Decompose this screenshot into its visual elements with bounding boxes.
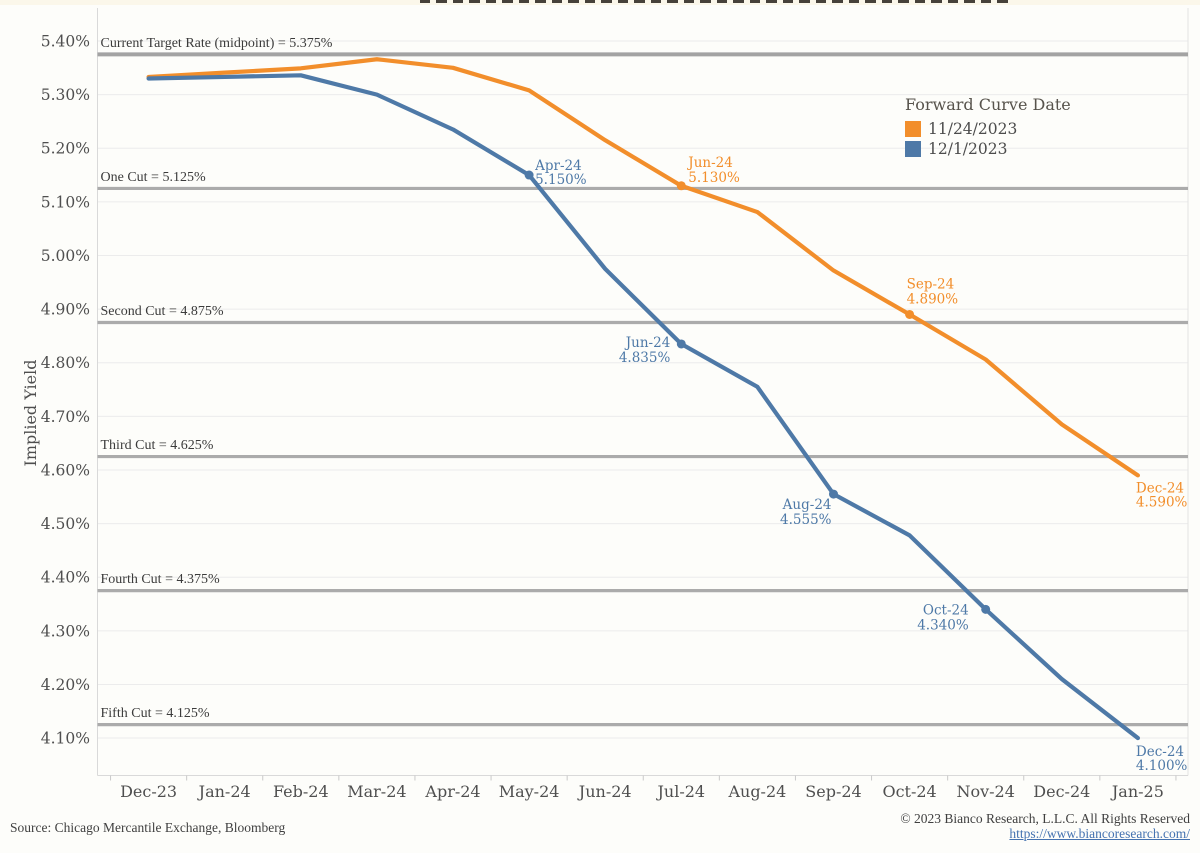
- y-tick-label: 4.50%: [41, 515, 90, 533]
- y-tick-label: 5.30%: [41, 86, 90, 104]
- annotation-value: 5.130%: [688, 170, 740, 186]
- copyright-block: © 2023 Bianco Research, L.L.C. All Right…: [900, 811, 1190, 841]
- clipped-chart-title-band: [0, 0, 1200, 5]
- x-tick-label: Dec-23: [120, 782, 177, 801]
- annotation-label: Sep-24: [907, 276, 955, 292]
- annotation-value: 4.100%: [1136, 758, 1188, 774]
- y-tick-label: 4.20%: [41, 676, 90, 694]
- x-tick-label: Sep-24: [805, 782, 861, 801]
- annotation-value: 4.835%: [619, 350, 671, 366]
- series-line-11/24/2023: [146, 57, 1141, 478]
- data-point-marker: [676, 339, 686, 349]
- annotation-value: 5.150%: [535, 172, 587, 188]
- data-point-marker: [829, 489, 838, 499]
- annotation-value: 4.890%: [907, 291, 959, 307]
- x-tick-label: Apr-24: [424, 782, 480, 801]
- y-tick-label: 4.70%: [41, 408, 90, 426]
- reference-line-label: Fourth Cut = 4.375%: [101, 572, 220, 587]
- x-tick-label: Oct-24: [882, 782, 936, 801]
- legend-swatch-icon: [905, 141, 921, 157]
- data-point-marker: [524, 170, 534, 180]
- reference-line-label: Third Cut = 4.625%: [101, 438, 214, 453]
- y-tick-label: 5.00%: [41, 247, 90, 265]
- x-tick-label: Jan-25: [1110, 782, 1164, 801]
- y-tick-label: 4.40%: [41, 569, 90, 587]
- y-tick-label: 5.40%: [41, 33, 90, 51]
- x-tick-label: Dec-24: [1033, 782, 1090, 801]
- data-point-marker: [676, 181, 686, 191]
- plot-area: 5.40% 5.30% 5.20% 5.10% 5.00% 4.90% 4.80% 4.70%…: [41, 8, 1189, 801]
- reference-line-label: Second Cut = 4.875%: [101, 304, 224, 319]
- data-point-marker: [905, 309, 915, 319]
- annotation-label: Dec-24: [1136, 744, 1184, 760]
- copyright-note: © 2023 Bianco Research, L.L.C. All Right…: [900, 811, 1190, 826]
- annotation-value: 4.555%: [780, 512, 832, 528]
- legend-title: Forward Curve Date: [905, 95, 1071, 114]
- annotation-label: Dec-24: [1136, 480, 1184, 496]
- legend: Forward Curve Date 11/24/2023 12/1/2023: [905, 95, 1071, 159]
- annotation-value: 4.590%: [1136, 494, 1188, 510]
- x-tick-label: Jul-24: [655, 782, 705, 801]
- legend-item-11/24/2023[interactable]: 11/24/2023: [905, 119, 1071, 139]
- legend-item-12/1/2023[interactable]: 12/1/2023: [905, 139, 1071, 159]
- data-point-marker: [981, 604, 991, 614]
- series-line-12/1/2023: [146, 73, 1141, 741]
- source-note: Source: Chicago Mercantile Exchange, Blo…: [10, 820, 286, 835]
- legend-item-label: 12/1/2023: [928, 140, 1008, 158]
- y-tick-label: 4.80%: [41, 354, 90, 372]
- y-tick-label: 4.10%: [41, 730, 90, 748]
- clipped-chart-title: [420, 0, 1012, 3]
- legend-swatch-icon: [905, 121, 921, 137]
- y-tick-label: 4.60%: [41, 461, 90, 479]
- website-link[interactable]: https://www.biancoresearch.com/: [1009, 826, 1190, 841]
- annotation-label: Aug-24: [782, 497, 832, 513]
- annotation-label: Oct-24: [923, 602, 969, 618]
- reference-line-label: Current Target Rate (midpoint) = 5.375%: [101, 36, 333, 51]
- legend-item-label: 11/24/2023: [928, 120, 1018, 138]
- y-tick-label: 4.30%: [41, 622, 90, 640]
- x-tick-label: Mar-24: [347, 782, 406, 801]
- reference-line-label: One Cut = 5.125%: [101, 170, 206, 185]
- y-tick-label: 5.10%: [41, 193, 90, 211]
- annotation-value: 4.340%: [917, 617, 969, 633]
- x-tick-label: Feb-24: [273, 782, 329, 801]
- y-tick-label: 4.90%: [41, 301, 90, 319]
- y-tick-label: 5.20%: [41, 140, 90, 158]
- annotation-label: Jun-24: [686, 155, 733, 171]
- y-axis-title: Implied Yield: [21, 359, 40, 467]
- annotation-label: Apr-24: [534, 158, 582, 174]
- x-tick-label: Jan-24: [197, 782, 251, 801]
- x-tick-label: Aug-24: [727, 782, 786, 801]
- reference-line-label: Fifth Cut = 4.125%: [101, 706, 210, 721]
- x-tick-label: Nov-24: [956, 782, 1014, 801]
- legend-items: 11/24/2023 12/1/2023: [905, 119, 1071, 159]
- x-tick-label: May-24: [499, 782, 560, 801]
- annotation-label: Jun-24: [624, 335, 671, 351]
- x-tick-label: Jun-24: [577, 782, 632, 801]
